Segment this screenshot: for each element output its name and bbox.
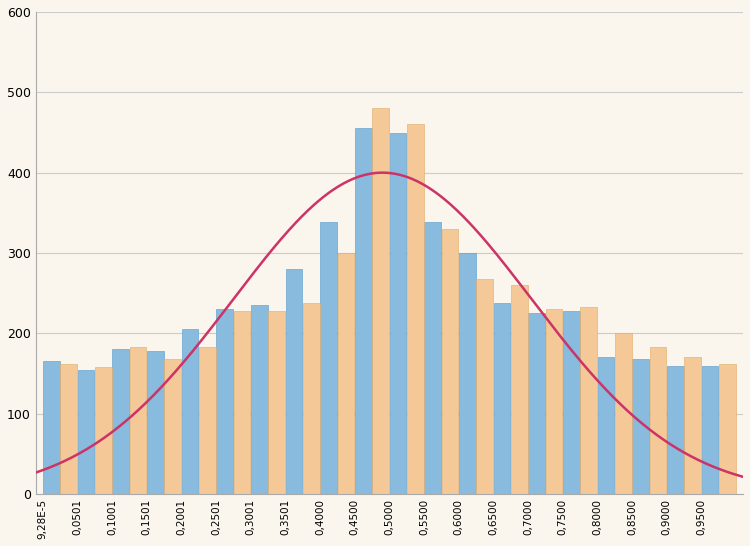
Bar — [702, 365, 718, 494]
Bar — [182, 329, 199, 494]
Bar — [286, 269, 302, 494]
Bar — [199, 347, 216, 494]
Bar — [494, 303, 511, 494]
Bar — [476, 278, 493, 494]
Bar — [615, 334, 632, 494]
Bar — [598, 358, 614, 494]
Bar — [234, 311, 250, 494]
Bar — [668, 365, 684, 494]
Bar — [373, 108, 389, 494]
Bar — [424, 222, 441, 494]
Bar — [632, 359, 649, 494]
Bar — [130, 347, 146, 494]
Bar — [320, 222, 337, 494]
Bar — [650, 347, 667, 494]
Bar — [268, 311, 285, 494]
Bar — [407, 124, 424, 494]
Bar — [78, 370, 94, 494]
Bar — [95, 367, 112, 494]
Bar — [511, 285, 528, 494]
Bar — [217, 309, 233, 494]
Bar — [61, 364, 77, 494]
Bar — [546, 309, 562, 494]
Bar — [303, 303, 320, 494]
Bar — [459, 253, 476, 494]
Bar — [147, 351, 164, 494]
Bar — [442, 229, 458, 494]
Bar — [719, 364, 736, 494]
Bar — [251, 305, 268, 494]
Bar — [112, 349, 129, 494]
Bar — [164, 359, 181, 494]
Bar — [390, 133, 406, 494]
Bar — [685, 358, 701, 494]
Bar — [338, 253, 355, 494]
Bar — [580, 307, 597, 494]
Bar — [355, 128, 372, 494]
Bar — [43, 361, 60, 494]
Bar — [529, 313, 545, 494]
Bar — [563, 311, 580, 494]
